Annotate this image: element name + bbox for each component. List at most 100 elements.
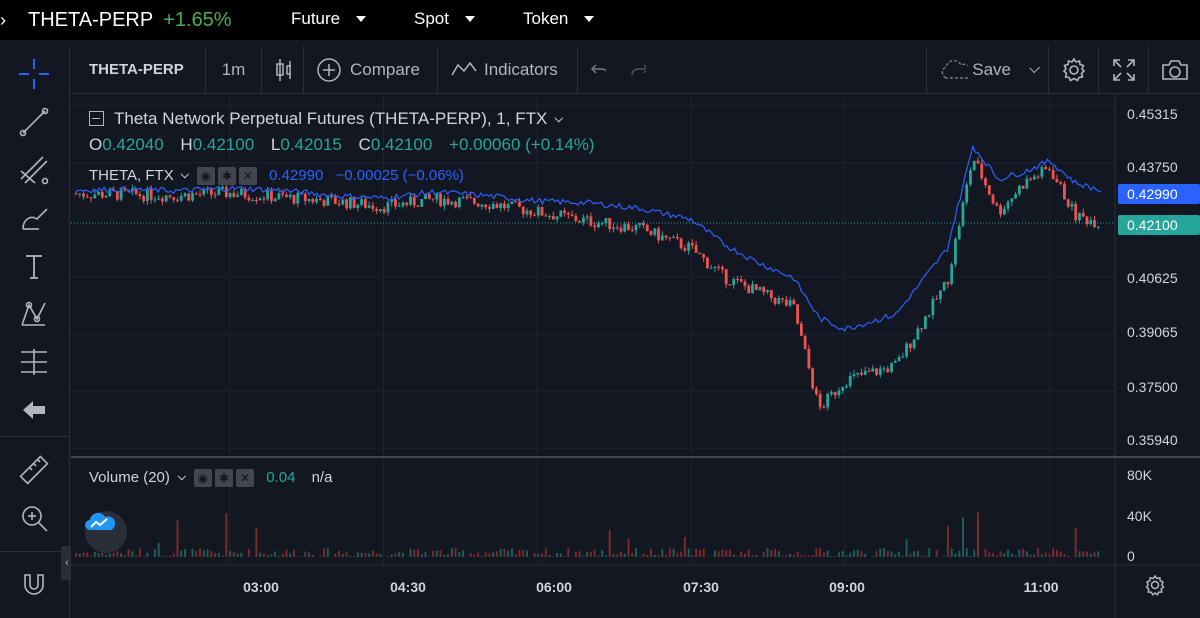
- candle-body: [345, 199, 348, 209]
- candle-body: [119, 188, 123, 200]
- candle-body: [472, 198, 476, 204]
- magnet-tool[interactable]: [14, 564, 54, 600]
- indicators-button[interactable]: Indicators: [438, 45, 578, 94]
- candles-icon: [276, 58, 291, 81]
- volume-bar: [920, 555, 923, 557]
- chart-title-legend[interactable]: Theta Network Perpetual Futures (THETA-P…: [89, 109, 564, 129]
- symbol-search-button[interactable]: THETA-PERP: [71, 45, 206, 94]
- volume-bar: [195, 551, 198, 557]
- eye-icon[interactable]: ◉: [194, 469, 213, 488]
- menu-future[interactable]: Future: [291, 9, 367, 29]
- price-tick: 0.37500: [1127, 379, 1178, 395]
- measure-tool[interactable]: [14, 344, 54, 380]
- candle-body: [653, 228, 657, 235]
- volume-bar: [665, 554, 668, 557]
- gear-icon[interactable]: ✱: [217, 167, 236, 186]
- candle-body: [352, 197, 356, 208]
- chart-type-button[interactable]: [262, 45, 304, 94]
- candle-body: [1002, 208, 1006, 215]
- fib-tool[interactable]: [14, 152, 54, 188]
- candle-body: [597, 223, 600, 228]
- candle-body: [570, 214, 574, 216]
- chart-area[interactable]: Theta Network Perpetual Futures (THETA-P…: [71, 95, 1200, 618]
- candle-body: [375, 208, 379, 211]
- chart-title: Theta Network Perpetual Futures (THETA-P…: [114, 109, 548, 128]
- volume-bar: [702, 548, 705, 557]
- candle-body: [1017, 186, 1021, 195]
- volume-bar: [183, 549, 186, 557]
- ohlc-o-key: O: [89, 135, 103, 154]
- text-icon: [26, 255, 42, 279]
- time-tick: 04:30: [390, 579, 426, 595]
- fullscreen-button[interactable]: [1098, 46, 1148, 94]
- undo-button[interactable]: [578, 46, 618, 94]
- close-icon[interactable]: ✕: [238, 167, 257, 186]
- volume-bar: [995, 555, 998, 557]
- settings-button[interactable]: [1048, 46, 1098, 94]
- gear-icon[interactable]: ✱: [215, 469, 234, 488]
- candle-body: [386, 202, 390, 213]
- candles: [74, 157, 1100, 411]
- screenshot-button[interactable]: [1148, 46, 1200, 94]
- drawing-toolbar: [0, 46, 70, 618]
- volume-bar: [97, 552, 100, 557]
- back-tool[interactable]: [14, 392, 54, 428]
- candle-body: [1066, 199, 1070, 207]
- collapse-toolbar-button[interactable]: ‹: [61, 546, 73, 580]
- menu-token-label: Token: [523, 9, 569, 28]
- volume-bar: [807, 555, 810, 557]
- redo-button[interactable]: [618, 46, 658, 94]
- volume-legend[interactable]: Volume (20) ◉ ✱ ✕ 0.04 n/a: [89, 469, 332, 488]
- volume-bar: [420, 554, 423, 557]
- tradingview-logo[interactable]: [85, 511, 127, 553]
- volume-bar: [236, 553, 239, 557]
- pattern-tool[interactable]: [14, 296, 54, 332]
- menu-token[interactable]: Token: [523, 9, 595, 29]
- ruler-tool[interactable]: [14, 452, 54, 488]
- crosshair-tool[interactable]: [14, 56, 54, 92]
- volume-bar: [638, 556, 641, 557]
- candle-body: [149, 188, 153, 200]
- candle-body: [431, 198, 435, 200]
- volume-bar: [886, 550, 889, 557]
- candle-body: [728, 284, 732, 286]
- candle-body: [187, 193, 191, 201]
- volume-bar: [1097, 551, 1100, 557]
- candle-body: [476, 203, 480, 207]
- candle-body: [743, 281, 747, 286]
- eye-icon[interactable]: ◉: [196, 167, 215, 186]
- volume-bar: [360, 552, 363, 557]
- volume-bar: [1093, 552, 1096, 557]
- text-tool[interactable]: [14, 248, 54, 284]
- candle-body: [972, 160, 976, 171]
- collapse-legend-icon[interactable]: [89, 111, 104, 126]
- candle-body: [1055, 178, 1059, 183]
- candle-body: [85, 196, 89, 198]
- candle-body: [469, 197, 473, 199]
- brush-tool[interactable]: [14, 200, 54, 236]
- candle-body: [867, 370, 871, 372]
- trend-line-tool[interactable]: [14, 104, 54, 140]
- compare-symbol: THETA, FTX: [89, 167, 174, 184]
- compare-button[interactable]: Compare: [304, 45, 438, 94]
- candle-body: [1029, 178, 1033, 180]
- close-icon[interactable]: ✕: [236, 469, 255, 488]
- zoom-tool[interactable]: [14, 500, 54, 536]
- volume-bar: [1018, 549, 1021, 557]
- volume-bar: [822, 552, 825, 557]
- volume-bar: [743, 553, 746, 557]
- nav-symbol[interactable]: THETA-PERP: [28, 8, 154, 31]
- menu-spot[interactable]: Spot: [414, 9, 475, 29]
- save-button[interactable]: Save: [926, 46, 1048, 94]
- volume-bar: [462, 550, 465, 557]
- candle-body: [292, 194, 296, 204]
- candle-body: [176, 199, 179, 201]
- candle-body: [390, 199, 394, 203]
- candle-body: [503, 203, 506, 209]
- compare-legend[interactable]: THETA, FTX ◉ ✱ ✕ 0.42990 −0.00025 (−0.06%): [89, 167, 464, 186]
- candle-body: [228, 192, 232, 198]
- volume-bar: [789, 553, 792, 557]
- volume-bars: [75, 512, 1100, 557]
- price-chart[interactable]: [71, 95, 1200, 618]
- interval-button[interactable]: 1m: [206, 45, 262, 94]
